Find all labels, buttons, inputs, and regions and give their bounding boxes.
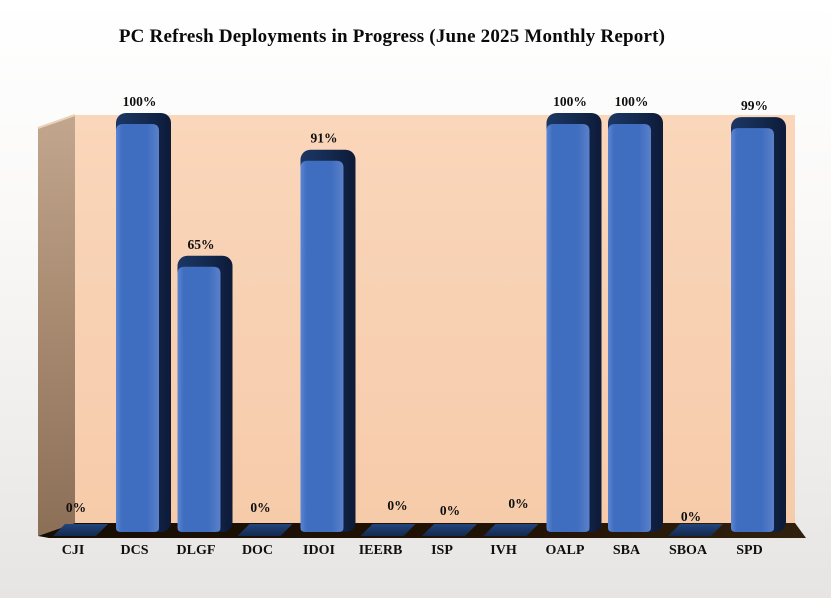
bar-label-DLGF: 65%	[188, 237, 215, 252]
axis-label-CJI: CJI	[62, 543, 85, 558]
bar-label-IVH: 0%	[508, 496, 528, 511]
chart-title: PC Refresh Deployments in Progress (June…	[118, 26, 666, 47]
axis-label-DCS: DCS	[120, 543, 148, 558]
bar-ISP	[422, 524, 477, 536]
bar-label-IEERB: 0%	[387, 498, 407, 513]
bar-IDOI	[300, 160, 344, 532]
axis-label-IVH: IVH	[490, 543, 517, 558]
axis-label-IDOI: IDOI	[303, 543, 335, 558]
axis-label-OALP: OALP	[546, 543, 585, 558]
axis-label-SBOA: SBOA	[669, 543, 708, 558]
axis-label-SPD: SPD	[736, 543, 762, 558]
bar-label-OALP: 100%	[553, 94, 587, 109]
bar-DCS	[116, 124, 159, 532]
bar-DLGF	[177, 266, 221, 532]
axis-label-DLGF: DLGF	[177, 543, 216, 558]
bar-IVH	[483, 524, 539, 536]
axis-label-SBA: SBA	[613, 543, 641, 558]
bar-label-SBA: 100%	[615, 94, 649, 109]
left-wall-edge-highlight	[37, 114, 76, 129]
bar-SBOA	[668, 524, 723, 536]
axis-label-ISP: ISP	[431, 543, 453, 558]
bar-label-SBOA: 0%	[681, 509, 701, 524]
bar-label-DOC: 0%	[250, 500, 270, 515]
chart-left-wall	[38, 115, 75, 536]
bar-label-IDOI: 91%	[311, 131, 338, 146]
bar-SBA	[608, 124, 651, 532]
bar-label-SPD: 99%	[741, 98, 768, 113]
bar-CJI	[53, 524, 108, 536]
axis-label-IEERB: IEERB	[359, 543, 403, 558]
bar-label-ISP: 0%	[440, 503, 460, 518]
axis-label-DOC: DOC	[242, 543, 273, 558]
bar-label-DCS: 100%	[123, 94, 157, 109]
bar-label-CJI: 0%	[66, 500, 86, 515]
bar-IEERB	[360, 524, 416, 536]
bar-OALP	[546, 124, 590, 532]
bar-DOC	[237, 524, 293, 536]
bar-SPD	[731, 128, 774, 532]
